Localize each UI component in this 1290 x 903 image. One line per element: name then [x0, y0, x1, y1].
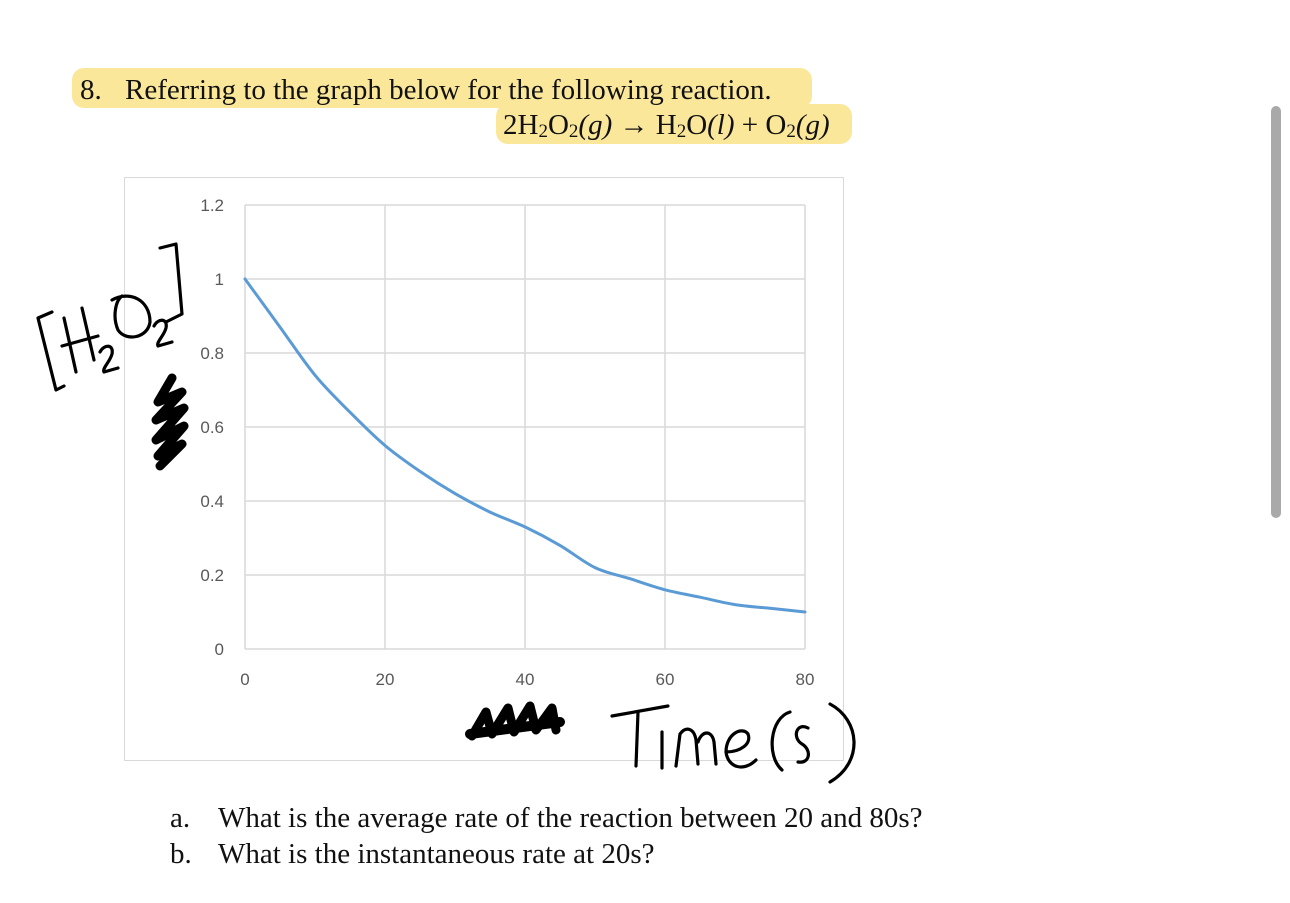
scribble-mark — [151, 373, 189, 471]
y-tick-label: 1.2 — [200, 196, 224, 215]
part-a: a. What is the average rate of the react… — [170, 800, 923, 836]
reaction-arrow: → — [619, 109, 649, 141]
part-text: What is the instantaneous rate at 20s? — [218, 838, 655, 870]
subscript: 2 — [538, 121, 548, 142]
subscript: 2 — [786, 121, 796, 142]
reactant-state: (g) — [578, 109, 613, 141]
vertical-scrollbar[interactable] — [1271, 106, 1281, 518]
x-tick-label: 20 — [376, 670, 395, 689]
question-parts: a. What is the average rate of the react… — [170, 800, 923, 872]
product2-state: (g) — [795, 109, 830, 141]
x-tick-label: 0 — [240, 670, 249, 689]
y-tick-label: 1 — [215, 270, 224, 289]
x-tick-label: 80 — [796, 670, 815, 689]
y-tick-label: 0.2 — [200, 566, 224, 585]
part-text: What is the average rate of the reaction… — [218, 802, 923, 834]
subscript: 2 — [568, 121, 579, 142]
tick-labels: 0 0.2 0.4 0.6 0.8 1 1.2 0 20 40 60 80 — [200, 196, 814, 689]
y-tick-label: 0.8 — [200, 344, 224, 363]
product1-a: H — [655, 109, 677, 141]
x-tick-label: 40 — [516, 670, 535, 689]
gridlines — [244, 204, 806, 650]
part-letter: a. — [170, 802, 191, 834]
question-number: 8. — [80, 74, 102, 106]
reactant-mid: O — [547, 109, 569, 141]
product2-a: O — [765, 109, 787, 141]
handwritten-ylabel — [36, 242, 184, 392]
x-tick-label: 60 — [656, 670, 675, 689]
question-highlight — [72, 68, 812, 108]
y-tick-label: 0.6 — [200, 418, 224, 437]
part-b: b. What is the instantaneous rate at 20s… — [170, 836, 923, 872]
reaction-equation: 2H2O2(g) → H2O(l) + O2(g) — [503, 108, 830, 142]
product1-b: O — [686, 109, 708, 141]
series-layer — [243, 277, 807, 614]
subscript: 2 — [676, 121, 687, 142]
series-line — [243, 277, 807, 614]
question-text: Referring to the graph below for the fol… — [125, 74, 772, 106]
product1-state: (l) — [707, 109, 735, 141]
y-tick-label: 0.4 — [200, 492, 224, 511]
scribble-mark-2 — [465, 701, 565, 741]
y-tick-label: 0 — [215, 640, 224, 659]
plus-sign: + — [741, 109, 759, 141]
handwritten-xlabel — [610, 702, 856, 784]
reactant-coef: 2H — [503, 109, 539, 141]
chart-frame — [124, 177, 844, 761]
equation-highlight — [496, 104, 852, 144]
part-letter: b. — [170, 838, 192, 870]
